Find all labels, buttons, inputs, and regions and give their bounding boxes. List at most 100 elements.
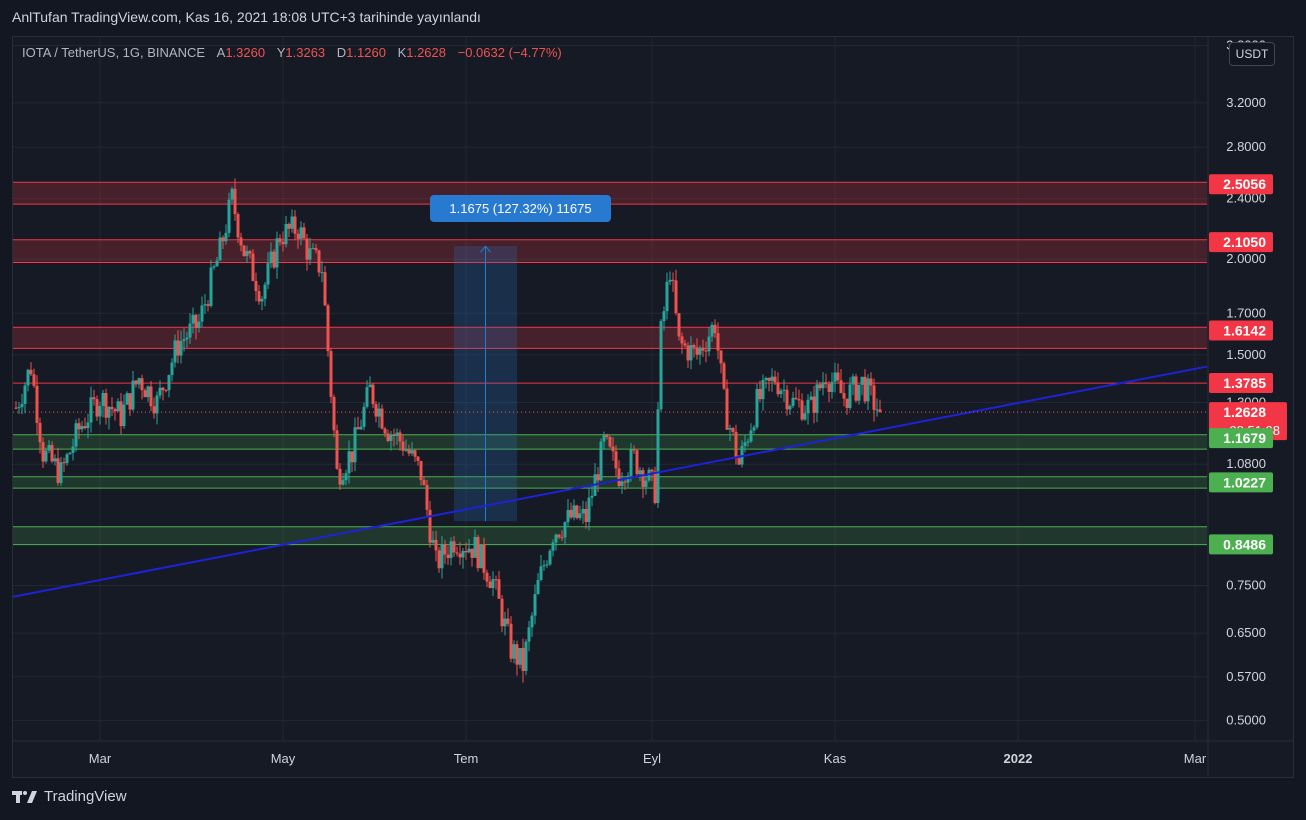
price-axis-label: 0.5700 [1226,669,1266,684]
candle-body [38,422,42,443]
candle [125,391,129,405]
price-tag-bg [1209,428,1273,449]
candle-body [173,340,177,363]
candle [332,394,336,438]
candle-body [440,544,444,569]
candle-body [839,380,843,394]
candle [110,396,114,417]
candle-body [374,404,378,417]
open-value: 1.3260 [225,45,266,60]
candle-body [335,430,339,469]
candle-body [77,423,81,430]
candle [284,215,288,248]
candle-body [731,428,735,432]
candle-body [602,434,606,442]
candle-body [830,381,834,392]
candle-body [632,449,636,451]
candle [821,372,825,396]
candle [638,467,642,482]
price-axis-label: 0.7500 [1226,578,1266,593]
price-tag-resistance: 2.5056 [1209,174,1273,195]
candle-body [623,481,627,483]
candle [38,417,42,454]
trendline-layer [12,365,1208,598]
candle-body [392,434,396,437]
candle-body [638,470,642,475]
candle-body [152,406,156,414]
candle [227,192,231,238]
candle [380,404,384,430]
candle [578,505,582,521]
candle [773,370,777,385]
candle [704,341,708,363]
candle [290,209,294,233]
candle [512,640,516,664]
candle [746,438,750,447]
candle [662,306,666,331]
candle [743,434,747,453]
candle-body [122,404,126,427]
candle-body [236,214,240,238]
candle-body [101,392,105,407]
candle [428,500,432,548]
candle-body [668,279,672,282]
candle [515,640,519,676]
candle [692,343,696,358]
candle [386,429,390,443]
candle [608,435,612,448]
candle [863,369,867,404]
candle [263,281,267,307]
candle [182,328,186,352]
candle-body [218,237,222,261]
candle [851,373,855,396]
candle [509,616,513,663]
candle-body [113,409,117,412]
candle [347,440,351,484]
candle [359,419,363,431]
price-tag-bg [1209,472,1273,493]
candle-body [530,615,534,628]
low-label: D [336,45,347,60]
candle-body [746,441,750,443]
candle-body [293,216,297,234]
candle [311,242,315,250]
candle-body [56,458,60,483]
candle-body [125,393,129,405]
candle-body [359,426,363,430]
measure-label[interactable]: 1.1675 (127.32%) 11675 [430,195,611,222]
candle [131,370,135,412]
candle [842,382,846,407]
candle [197,314,201,333]
candle [683,340,687,348]
currency-badge[interactable]: USDT [1229,42,1275,66]
candle [575,504,579,520]
candle-body [488,581,492,588]
candle [722,361,726,391]
candle-body [818,384,822,389]
candle-body [251,253,255,282]
candle-body [134,380,138,385]
candle-body [686,345,690,361]
candle [761,374,765,411]
candle [395,428,399,445]
candle [422,476,426,486]
candle-body [491,579,495,588]
candle [146,385,150,402]
candle-body [98,406,102,417]
candle-body [695,347,699,355]
candle-body [554,534,558,543]
candle [191,307,195,334]
candle-body [266,263,270,285]
price-tags: 2.50562.10501.61421.37851.262808:51:081.… [1209,174,1287,555]
trendline [12,365,1208,598]
candle [860,376,864,396]
chart-frame[interactable] [12,36,1294,778]
candle-body [779,390,783,395]
candle [251,249,255,282]
candle [590,485,594,507]
candle-body [29,369,33,375]
price-tag-value: 1.3785 [1223,375,1266,391]
candle [287,222,291,238]
candle-body [524,641,528,671]
